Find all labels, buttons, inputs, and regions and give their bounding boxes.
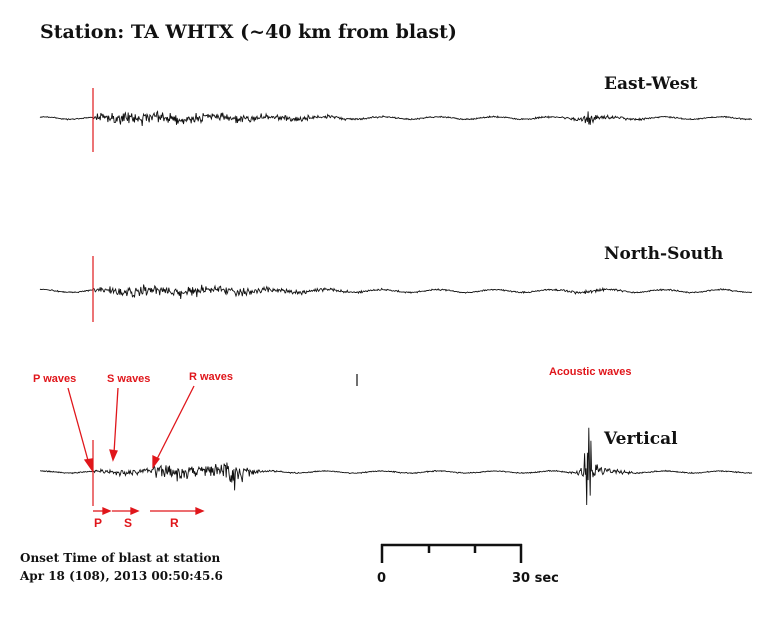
phase-label-r: R [170,516,179,530]
figure-title: Station: TA WHTX (~40 km from blast) [40,21,457,43]
arrow-head-p [83,458,93,473]
scale-label-end: 30 sec [512,571,559,586]
trace-north-south [39,284,753,299]
trace-east-west [39,110,752,127]
phase-arrow-head-s [130,507,140,515]
label-north-south: North-South [604,244,723,264]
arrow-s-waves [113,387,119,454]
arrow-head-s [109,449,118,462]
annotation-arrows [67,385,195,473]
arrow-r-waves [155,385,195,462]
arrow-head-r [152,454,160,469]
label-east-west: East-West [604,74,698,94]
label-vertical: Vertical [603,429,678,449]
phase-arrow-head-p [102,507,112,515]
trace-vertical [40,427,753,506]
annotation-s-waves: S waves [107,373,150,385]
arrow-p-waves [67,387,90,465]
onset-time-line1: Onset Time of blast at station [20,551,221,565]
onset-time-line2: Apr 18 (108), 2013 00:50:45.6 [19,569,223,583]
phase-label-s: S [124,516,132,530]
phase-interval-arrows [93,507,205,515]
phase-arrow-head-r [195,507,205,515]
scale-label-start: 0 [377,571,386,586]
annotation-r-waves: R waves [189,371,233,383]
phase-label-p: P [94,516,102,530]
annotation-acoustic-waves: Acoustic waves [549,366,632,378]
scale-bar [380,543,523,563]
annotation-p-waves: P waves [33,373,76,385]
